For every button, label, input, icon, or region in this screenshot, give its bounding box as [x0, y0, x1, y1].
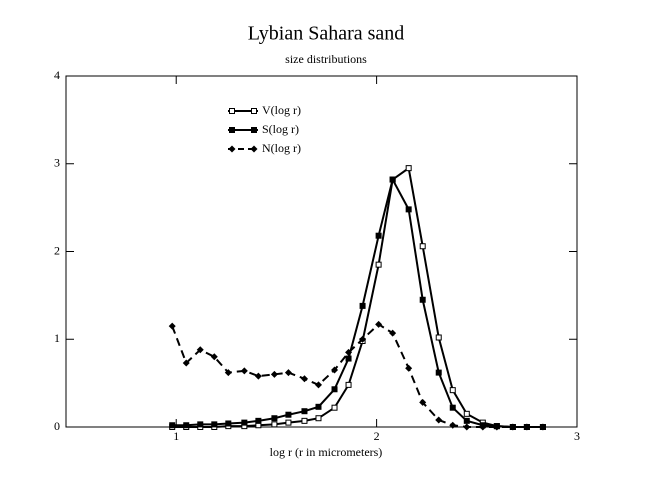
diamond-marker — [493, 423, 501, 431]
square-marker — [255, 417, 262, 424]
y-tick-label: 1 — [54, 331, 60, 345]
diamond-marker — [331, 366, 339, 374]
legend-marker — [228, 145, 236, 153]
square-marker — [169, 422, 176, 429]
diamond-marker — [314, 381, 322, 389]
series-line — [172, 176, 543, 428]
y-tick-label: 0 — [54, 419, 60, 433]
diamond-marker — [405, 364, 413, 372]
square-marker — [197, 421, 204, 428]
square-marker — [389, 176, 396, 183]
square-marker — [375, 261, 382, 268]
diamond-marker — [300, 375, 308, 383]
square-marker — [225, 420, 232, 427]
legend-marker — [251, 108, 257, 114]
square-marker — [419, 296, 426, 303]
y-tick-label: 3 — [54, 156, 60, 170]
diamond-marker — [389, 329, 397, 337]
square-marker — [241, 419, 248, 426]
diamond-marker — [539, 423, 547, 431]
x-axis-label: log r (r in micrometers) — [270, 445, 383, 459]
diamond-marker — [523, 423, 531, 431]
square-marker — [359, 302, 366, 309]
square-marker — [463, 410, 470, 417]
diamond-marker — [419, 398, 427, 406]
square-marker — [315, 415, 322, 422]
x-tick-label: 2 — [374, 429, 380, 443]
diamond-marker — [284, 369, 292, 377]
legend-marker — [251, 127, 257, 133]
square-marker — [345, 381, 352, 388]
square-marker — [301, 417, 308, 424]
square-marker — [285, 411, 292, 418]
square-marker — [435, 334, 442, 341]
square-marker — [345, 355, 352, 362]
square-marker — [435, 369, 442, 376]
diamond-marker — [254, 372, 262, 380]
square-marker — [463, 417, 470, 424]
square-marker — [301, 408, 308, 415]
square-marker — [331, 404, 338, 411]
diamond-marker — [509, 423, 517, 431]
square-marker — [449, 387, 456, 394]
diamond-marker — [240, 367, 248, 375]
square-marker — [375, 232, 382, 239]
square-marker — [419, 243, 426, 250]
square-marker — [183, 422, 190, 429]
legend-label: S(log r) — [262, 122, 299, 136]
x-tick-label: 1 — [173, 429, 179, 443]
legend-marker — [229, 127, 235, 133]
square-marker — [271, 415, 278, 422]
plot-frame — [65, 75, 578, 428]
square-marker — [449, 404, 456, 411]
square-marker — [211, 421, 218, 428]
chart-title: Lybian Sahara sand — [248, 23, 405, 45]
legend-marker — [250, 145, 258, 153]
diamond-marker — [435, 416, 443, 424]
diamond-marker — [210, 353, 218, 361]
diamond-marker — [168, 322, 176, 330]
diamond-marker — [224, 369, 232, 377]
square-marker — [315, 403, 322, 410]
y-tick-label: 4 — [54, 68, 60, 82]
diamond-marker — [449, 421, 457, 429]
legend-label: N(log r) — [262, 141, 301, 155]
diamond-marker — [345, 348, 353, 356]
series-line — [171, 323, 543, 428]
square-marker — [331, 386, 338, 393]
legend-label: V(log r) — [262, 103, 301, 117]
diamond-marker — [479, 423, 487, 431]
series-line — [172, 166, 543, 428]
square-marker — [285, 419, 292, 426]
diamond-marker — [270, 370, 278, 378]
diamond-marker — [463, 423, 471, 431]
square-marker — [271, 421, 278, 428]
diamond-marker — [196, 346, 204, 354]
x-tick-label: 3 — [574, 429, 580, 443]
square-marker — [405, 206, 412, 213]
diamond-marker — [182, 359, 190, 367]
legend-marker — [229, 108, 235, 114]
diamond-marker — [375, 320, 383, 328]
y-tick-label: 2 — [54, 243, 60, 257]
square-marker — [405, 165, 412, 172]
diamond-marker — [359, 335, 367, 343]
chart-subtitle: size distributions — [285, 52, 367, 66]
